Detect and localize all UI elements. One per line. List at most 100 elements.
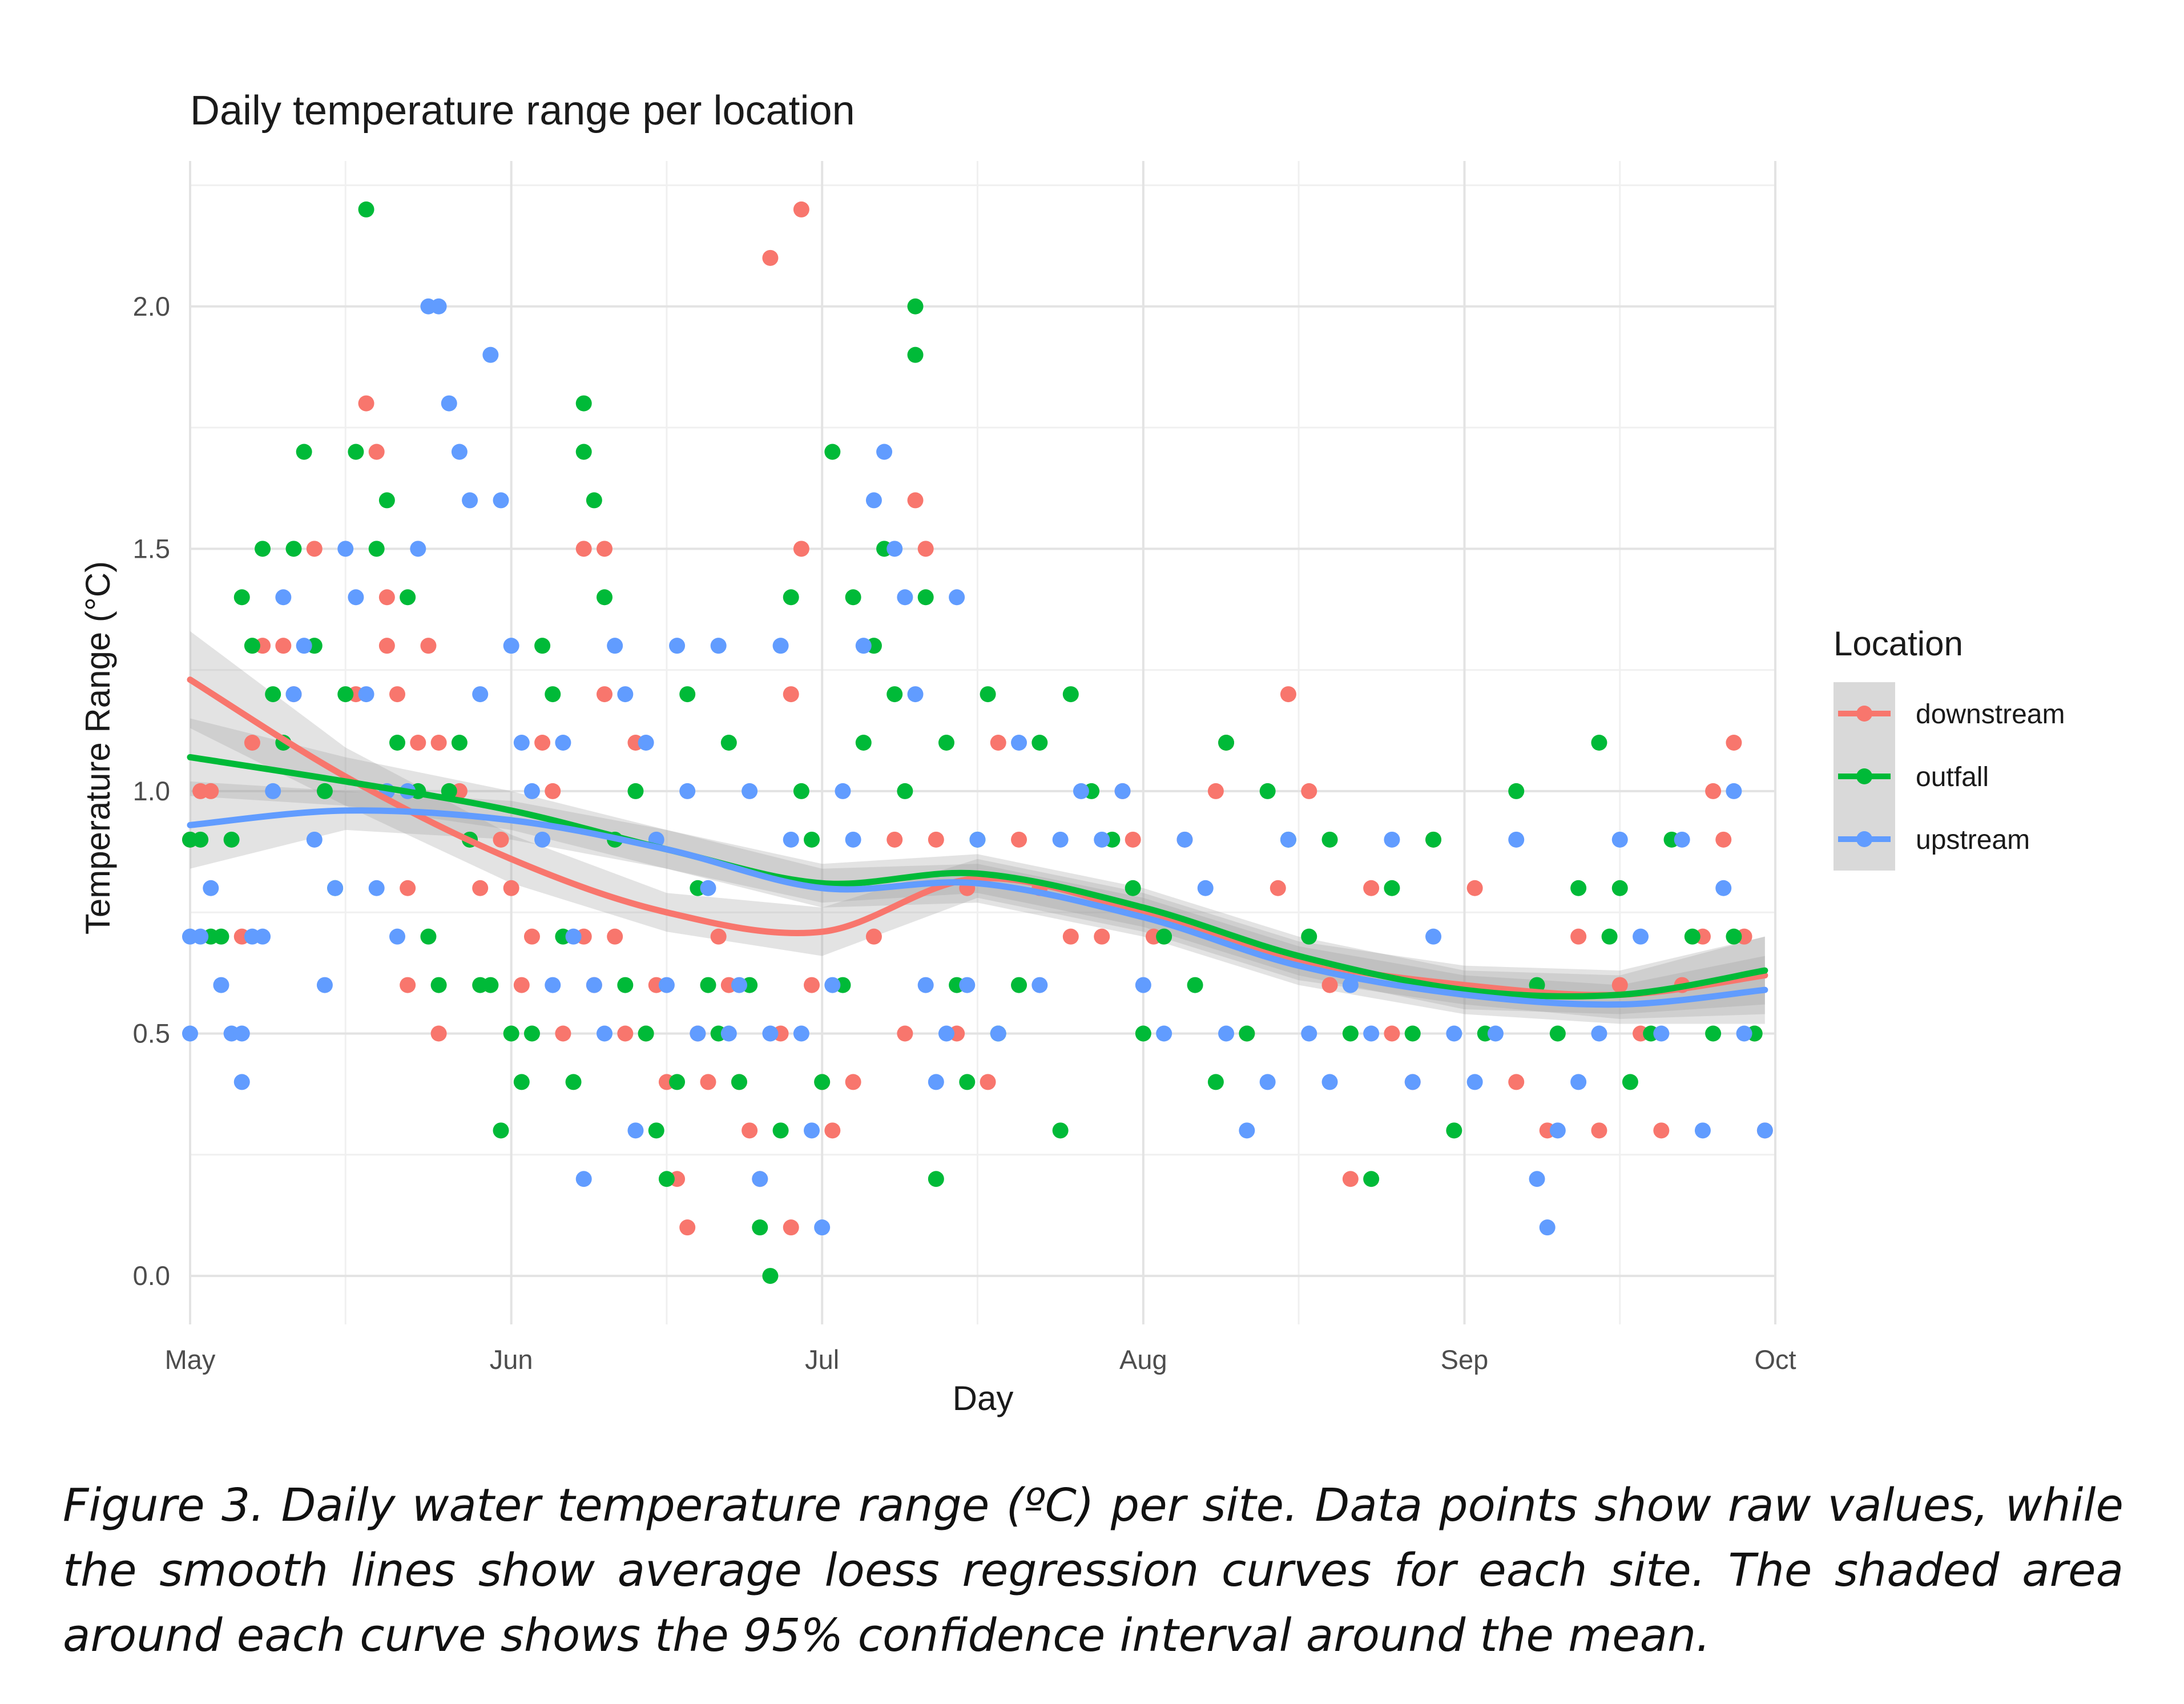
point-upstream — [513, 735, 530, 751]
point-upstream — [1726, 783, 1742, 799]
point-upstream — [679, 783, 696, 799]
point-downstream — [597, 541, 613, 557]
point-outfall — [1031, 735, 1048, 751]
point-upstream — [887, 541, 903, 557]
point-upstream — [1031, 977, 1048, 993]
x-tick-label: Jul — [805, 1344, 839, 1375]
point-outfall — [378, 492, 395, 509]
x-axis-label: Day — [953, 1379, 1014, 1417]
point-outfall — [1601, 928, 1618, 945]
y-tick-label: 0.5 — [133, 1018, 170, 1049]
point-upstream — [897, 589, 913, 606]
point-outfall — [1363, 1171, 1380, 1187]
point-downstream — [1094, 928, 1110, 945]
point-outfall — [1342, 1025, 1359, 1042]
point-downstream — [1653, 1122, 1670, 1139]
point-outfall — [545, 686, 561, 703]
point-upstream — [1073, 783, 1089, 799]
point-downstream — [917, 541, 934, 557]
point-upstream — [1653, 1025, 1670, 1042]
point-upstream — [389, 928, 406, 945]
point-upstream — [1487, 1025, 1504, 1042]
point-outfall — [493, 1122, 509, 1139]
figure-caption: Figure 3. Daily water temperature range … — [63, 1479, 2123, 1662]
y-axis-ticks: 0.0 0.5 1.0 1.5 2.0 — [133, 291, 170, 1291]
x-tick-label: Jun — [490, 1344, 533, 1375]
point-upstream — [1425, 928, 1442, 945]
legend-items: downstream outfall upstream — [1834, 682, 2065, 871]
point-downstream — [679, 1219, 696, 1236]
point-outfall — [897, 783, 913, 799]
point-outfall — [1207, 1074, 1224, 1090]
point-upstream — [627, 1122, 644, 1139]
point-downstream — [378, 589, 395, 606]
point-upstream — [1694, 1122, 1711, 1139]
point-outfall — [534, 638, 551, 654]
point-upstream — [772, 638, 789, 654]
point-downstream — [555, 1025, 571, 1042]
point-outfall — [772, 1122, 789, 1139]
point-outfall — [1239, 1025, 1255, 1042]
point-outfall — [368, 541, 385, 557]
point-downstream — [887, 831, 903, 848]
point-upstream — [1384, 831, 1400, 848]
point-downstream — [503, 880, 519, 896]
point-upstream — [752, 1171, 768, 1187]
legend-key-point — [1856, 768, 1872, 784]
legend-label-downstream: downstream — [1916, 699, 2065, 730]
point-upstream — [731, 977, 747, 993]
point-upstream — [1611, 831, 1628, 848]
point-upstream — [255, 928, 271, 945]
point-downstream — [617, 1025, 634, 1042]
point-upstream — [1114, 783, 1131, 799]
point-upstream — [814, 1219, 831, 1236]
point-outfall — [648, 1122, 664, 1139]
point-outfall — [658, 1171, 675, 1187]
point-outfall — [814, 1074, 831, 1090]
point-upstream — [534, 831, 551, 848]
point-upstream — [1176, 831, 1193, 848]
point-upstream — [1529, 1171, 1545, 1187]
point-downstream — [897, 1025, 913, 1042]
point-downstream — [762, 249, 779, 266]
point-downstream — [1715, 831, 1732, 848]
point-outfall — [669, 1074, 686, 1090]
point-downstream — [865, 928, 882, 945]
chart-title: Daily temperature range per location — [190, 88, 855, 134]
point-upstream — [482, 347, 499, 363]
point-upstream — [1736, 1025, 1752, 1042]
point-outfall — [1259, 783, 1276, 799]
point-upstream — [327, 880, 344, 896]
point-upstream — [658, 977, 675, 993]
smooth-line-upstream — [187, 807, 1768, 1008]
point-upstream — [700, 880, 716, 896]
point-upstream — [203, 880, 219, 896]
point-upstream — [1197, 880, 1214, 896]
point-downstream — [575, 541, 592, 557]
point-downstream — [203, 783, 219, 799]
point-upstream — [669, 638, 686, 654]
point-upstream — [1508, 831, 1525, 848]
point-outfall — [1135, 1025, 1151, 1042]
point-upstream — [213, 977, 229, 993]
point-outfall — [285, 541, 302, 557]
point-downstream — [513, 977, 530, 993]
point-upstream — [1218, 1025, 1235, 1042]
point-outfall — [565, 1074, 582, 1090]
point-outfall — [575, 444, 592, 460]
grid-minor — [190, 161, 1775, 1324]
point-upstream — [358, 686, 374, 703]
point-outfall — [1125, 880, 1141, 896]
point-outfall — [1062, 686, 1079, 703]
point-upstream — [742, 783, 758, 799]
point-outfall — [907, 347, 924, 363]
point-upstream — [410, 541, 426, 557]
point-upstream — [316, 977, 333, 993]
point-outfall — [400, 589, 416, 606]
point-upstream — [617, 686, 634, 703]
point-downstream — [700, 1074, 716, 1090]
point-upstream — [182, 1025, 198, 1042]
point-outfall — [793, 783, 809, 799]
point-upstream — [493, 492, 509, 509]
